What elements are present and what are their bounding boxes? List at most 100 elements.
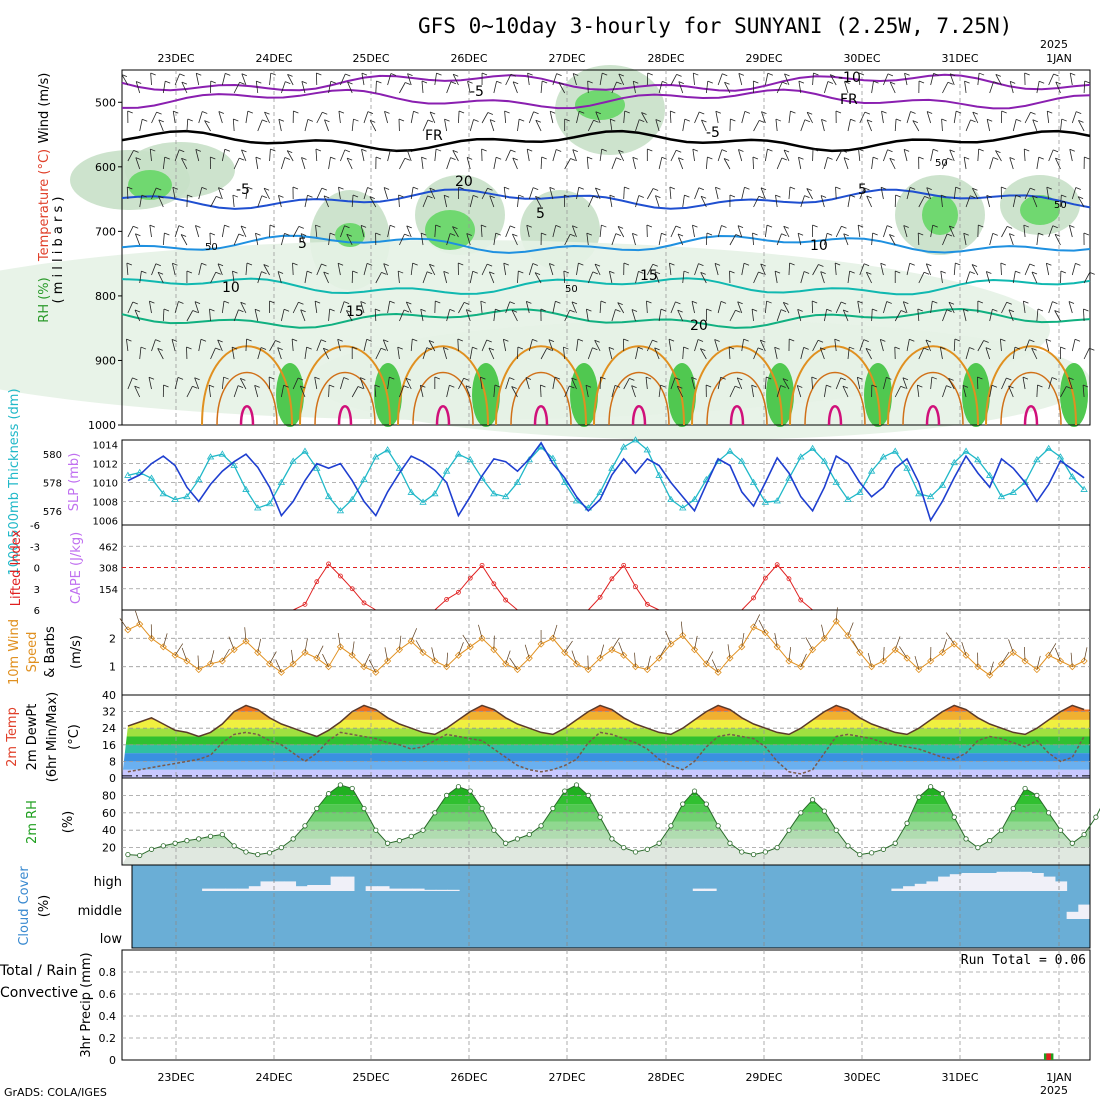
wind-barb-flag: [494, 384, 501, 388]
isotherm-peak: [435, 405, 451, 426]
wind-barb: [338, 111, 341, 124]
wind-barb-flag: [676, 74, 682, 77]
wind-barb-flag: [616, 81, 622, 85]
wind-barb: [902, 377, 908, 390]
thickness-point: [324, 492, 333, 500]
wind-barb: [618, 73, 625, 86]
wind-barb: [410, 187, 414, 200]
thickness-point: [159, 490, 168, 497]
bottom-date-label: 28DEC: [647, 1071, 684, 1084]
top-date-label: 28DEC: [647, 52, 684, 65]
wind-barb: [953, 338, 956, 352]
wind-barb-flag: [263, 187, 270, 191]
isotherm-arc-inner: [706, 371, 768, 426]
isotherm-arc-inner: [902, 371, 964, 426]
wind-barb: [611, 81, 617, 94]
wind-barb-flag: [246, 262, 253, 266]
wind10m-barb: [774, 632, 778, 647]
wind-barb-flag: [452, 226, 458, 229]
wind-barb-flag: [337, 338, 343, 342]
wind-barb: [255, 81, 259, 94]
wind-barb: [322, 348, 329, 360]
wind-barb-flag: [903, 301, 909, 304]
wind-barb-flag: [895, 118, 902, 122]
wind-barb: [715, 187, 719, 200]
wind-barb-flag: [216, 196, 222, 199]
wind-barb: [563, 271, 566, 284]
wind-barb: [576, 187, 580, 200]
thickness-point: [490, 490, 498, 497]
wind-barb-flag: [593, 119, 599, 123]
wind-barb-flag: [172, 262, 178, 266]
wind-barb: [917, 232, 920, 246]
lifted-point: [798, 597, 804, 603]
wind-barb: [1012, 195, 1017, 208]
wind-barb-flag: [700, 195, 707, 199]
wind-barb: [1069, 149, 1073, 162]
wind-barb-flag: [821, 118, 827, 122]
wind-barb: [540, 384, 542, 398]
wind-barb: [635, 195, 640, 208]
wind-barb: [148, 377, 152, 390]
wind-barb-flag: [323, 195, 330, 199]
wind-barb-flag: [917, 384, 923, 388]
wind-barb-flag: [285, 81, 291, 85]
wind-barb-flag: [525, 377, 532, 380]
wind-barb: [421, 157, 424, 170]
cloud-axis-label-2: (%): [37, 895, 52, 918]
rh-point: [951, 814, 957, 820]
wind-barb: [1024, 187, 1031, 200]
wind-barb-flag: [466, 157, 473, 160]
wind-barb-flag: [587, 80, 593, 84]
wind-barb-flag: [1024, 148, 1030, 152]
wind-barb: [221, 73, 226, 86]
rh-point: [278, 844, 284, 851]
cloud-bar: [248, 886, 262, 891]
wind-barb: [280, 385, 285, 398]
isotherm-peak: [1023, 405, 1039, 426]
wind-barb-flag: [753, 80, 759, 84]
wind-barb-flag: [1037, 384, 1043, 388]
wind-barb-flag: [555, 224, 561, 228]
wind-barb-flag: [767, 148, 773, 152]
top-date-label: 31DEC: [941, 52, 978, 65]
wind-barb: [446, 81, 452, 94]
wind-barb: [611, 309, 616, 322]
cape-tick-label: 154: [99, 585, 118, 596]
wind-barb: [682, 119, 686, 132]
wind-barb: [369, 196, 377, 208]
wind10m-point: [572, 660, 581, 668]
wind-barb: [835, 301, 842, 314]
wind-barb: [1083, 308, 1085, 322]
wind-barb: [847, 119, 851, 132]
wind-barb-flag: [156, 187, 162, 191]
wind10m-point: [478, 634, 486, 642]
temp-band: [122, 728, 1090, 737]
wind-barb: [964, 81, 967, 94]
slp-tick-label: 1012: [93, 460, 118, 471]
wind-barb-flag: [384, 111, 390, 114]
wind-barb-flag: [820, 347, 826, 351]
wind-barb-flag: [238, 309, 244, 313]
wind-barb-flag: [783, 302, 789, 305]
wind-barb: [135, 233, 141, 246]
rh-point: [538, 823, 544, 829]
wind-barb: [1012, 347, 1016, 360]
wind-barb-flag: [412, 186, 419, 190]
wind-barb-flag: [527, 72, 533, 76]
thickness-point: [879, 453, 888, 460]
wind-barb-flag: [873, 80, 879, 84]
wind-barb: [691, 301, 695, 314]
wind-barb: [632, 81, 636, 94]
wind-barb: [549, 111, 554, 124]
lifted-point: [751, 595, 756, 601]
wind-barb: [399, 158, 406, 170]
isotherm-arc-inner: [608, 371, 670, 426]
wind-tick-label: 2: [109, 632, 116, 645]
thickness-point: [1068, 473, 1076, 480]
wind-barb: [346, 157, 353, 170]
wind-barb: [1054, 234, 1061, 246]
thickness-point: [938, 481, 947, 488]
wind-barb-flag: [632, 156, 638, 160]
wind-barb-flag: [707, 80, 713, 84]
